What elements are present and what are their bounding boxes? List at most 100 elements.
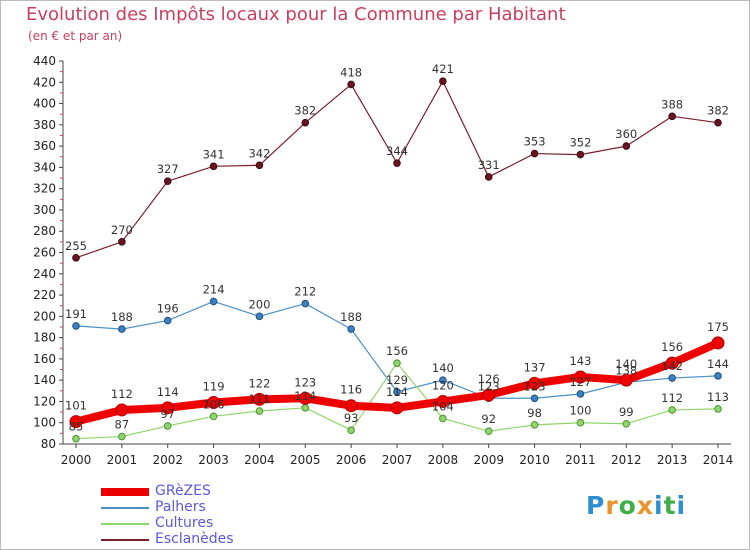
data-point-grezes — [390, 401, 404, 415]
data-point-palhers — [439, 376, 447, 384]
data-label-grezes: 119 — [203, 380, 225, 394]
y-tick-label: 360 — [33, 139, 56, 153]
legend-swatch — [101, 488, 149, 496]
data-point-esclanedes — [714, 118, 722, 127]
data-label-esclanedes: 352 — [569, 136, 591, 150]
data-point-palhers — [714, 372, 722, 380]
data-label-grezes: 175 — [707, 320, 729, 334]
data-point-cultures — [714, 405, 722, 413]
data-label-palhers: 212 — [294, 285, 316, 299]
data-point-palhers — [668, 374, 676, 382]
legend-swatch — [101, 507, 149, 509]
data-label-cultures: 111 — [248, 392, 270, 406]
data-point-grezes — [298, 391, 312, 405]
x-tick-label: 2006 — [336, 453, 367, 467]
data-label-cultures: 100 — [569, 404, 591, 418]
y-tick-label: 220 — [33, 288, 56, 302]
data-point-palhers — [163, 316, 172, 325]
data-label-palhers: 129 — [386, 373, 408, 387]
data-point-esclanedes — [439, 77, 447, 86]
data-point-cultures — [622, 419, 631, 428]
data-label-cultures: 99 — [619, 405, 634, 419]
data-label-esclanedes: 327 — [157, 162, 179, 176]
data-point-cultures — [118, 432, 126, 441]
y-tick-label: 420 — [33, 75, 56, 89]
x-tick-label: 2012 — [611, 453, 642, 467]
data-label-cultures: 93 — [344, 411, 359, 425]
data-point-cultures — [484, 427, 493, 436]
x-tick-label: 2007 — [382, 453, 413, 467]
x-tick-label: 2009 — [473, 453, 504, 467]
data-label-cultures: 87 — [115, 418, 130, 432]
data-label-cultures: 113 — [707, 390, 729, 404]
data-point-grezes — [711, 336, 725, 350]
y-tick-label: 240 — [33, 267, 56, 281]
data-point-cultures — [439, 414, 447, 423]
data-point-grezes — [344, 399, 358, 413]
data-point-grezes — [115, 403, 129, 417]
data-point-grezes — [482, 388, 496, 402]
data-label-palhers: 214 — [203, 282, 225, 296]
y-tick-label: 340 — [33, 160, 56, 174]
logo-letter: i — [676, 491, 687, 520]
data-point-esclanedes — [393, 159, 401, 167]
x-tick-label: 2005 — [290, 453, 321, 467]
data-label-palhers: 123 — [524, 379, 546, 393]
data-point-grezes — [665, 356, 679, 370]
data-point-grezes — [528, 376, 542, 390]
data-label-palhers: 144 — [707, 357, 729, 371]
y-tick-label: 320 — [33, 182, 56, 196]
legend-swatch — [101, 523, 149, 525]
x-tick-label: 2001 — [107, 453, 138, 467]
y-tick-label: 160 — [33, 352, 56, 366]
data-point-grezes — [69, 415, 83, 429]
data-point-grezes — [573, 370, 587, 384]
data-label-esclanedes: 388 — [661, 97, 683, 111]
y-tick-label: 300 — [33, 203, 56, 217]
x-tick-label: 2011 — [565, 453, 596, 467]
x-tick-label: 2010 — [519, 453, 550, 467]
data-label-esclanedes: 360 — [615, 127, 637, 141]
x-tick-label: 2008 — [428, 453, 459, 467]
data-point-grezes — [436, 394, 450, 408]
legend-label: Esclanèdes — [155, 531, 234, 547]
data-point-esclanedes — [118, 238, 126, 246]
data-label-grezes: 112 — [111, 387, 133, 401]
data-label-esclanedes: 341 — [203, 147, 225, 161]
chart-title: Evolution des Impôts locaux pour la Comm… — [26, 4, 566, 25]
data-point-esclanedes — [622, 142, 631, 150]
data-point-esclanedes — [72, 254, 80, 262]
logo-letter: x — [636, 491, 654, 520]
data-point-palhers — [347, 325, 355, 333]
y-tick-label: 280 — [33, 224, 56, 238]
data-label-grezes: 122 — [248, 376, 270, 390]
logo-letter: r — [605, 491, 619, 520]
data-label-cultures: 112 — [661, 391, 683, 405]
data-label-grezes: 116 — [340, 383, 362, 397]
data-point-cultures — [668, 406, 676, 414]
data-label-grezes: 137 — [524, 360, 546, 374]
data-label-palhers: 188 — [111, 310, 133, 324]
y-tick-label: 380 — [33, 118, 56, 132]
data-label-esclanedes: 382 — [707, 104, 729, 118]
data-label-esclanedes: 382 — [294, 104, 316, 118]
data-label-esclanedes: 331 — [478, 158, 500, 172]
y-tick-label: 260 — [33, 246, 56, 260]
data-label-palhers: 140 — [432, 361, 454, 375]
data-label-esclanedes: 418 — [340, 65, 362, 79]
data-label-cultures: 156 — [386, 344, 408, 358]
data-point-cultures — [530, 421, 539, 429]
data-point-esclanedes — [576, 150, 585, 159]
data-point-cultures — [576, 418, 585, 427]
y-tick-label: 440 — [33, 54, 56, 68]
x-tick-label: 2003 — [198, 453, 229, 467]
data-point-cultures — [163, 422, 172, 430]
x-tick-label: 2000 — [61, 453, 92, 467]
data-point-esclanedes — [301, 118, 310, 127]
data-point-palhers — [393, 388, 401, 396]
logo-letter: i — [654, 491, 664, 520]
data-label-cultures: 92 — [481, 412, 496, 426]
data-label-palhers: 191 — [65, 307, 87, 321]
